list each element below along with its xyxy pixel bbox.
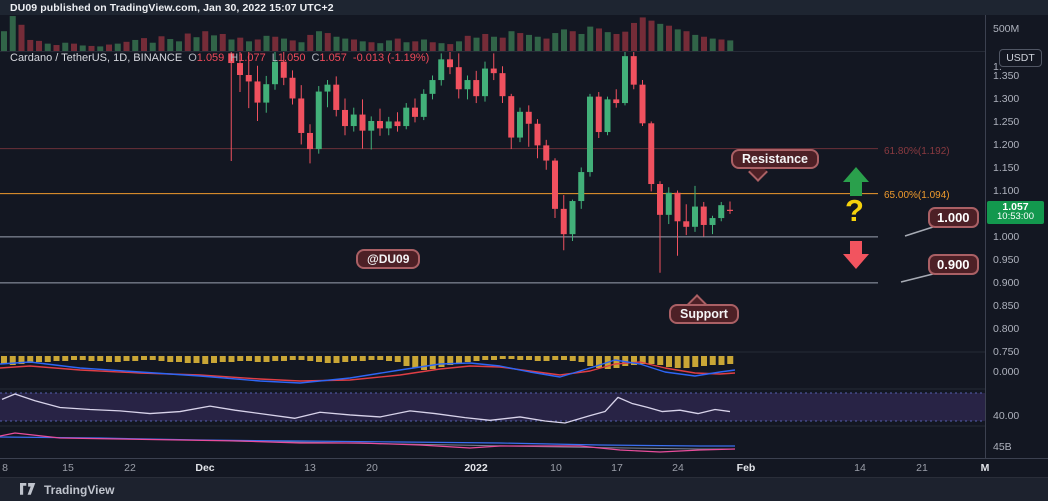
ohlc-low-value: 1.050 — [277, 52, 306, 64]
time-tick: 14 — [854, 462, 866, 474]
footer-bar: TradingView — [0, 477, 1048, 501]
header-title: DU09 published on TradingView.com, Jan 3… — [10, 1, 334, 14]
price-tick: 1.350 — [993, 70, 1020, 82]
time-tick: 13 — [304, 462, 316, 474]
ohlc-high-value: 1.077 — [238, 52, 266, 64]
price-tick: 0.000 — [993, 366, 1020, 378]
ohlc-close-value: 1.057 — [319, 52, 347, 64]
symbol-title[interactable]: Cardano / TetherUS, 1D, BINANCE — [10, 52, 183, 64]
time-tick: 17 — [611, 462, 623, 474]
symbol-legend[interactable]: Cardano / TetherUS, 1D, BINANCE O1.059 H1.… — [10, 52, 429, 64]
price-tick: 1.100 — [993, 185, 1020, 197]
price-tick: 45B — [993, 441, 1012, 453]
tradingview-logo-icon — [20, 483, 36, 495]
price-callout-0900[interactable]: 0.900 — [928, 254, 979, 275]
price-tick: 0.750 — [993, 346, 1020, 358]
time-tick: 20 — [366, 462, 378, 474]
resistance-callout[interactable]: Resistance — [731, 149, 820, 169]
time-tick: M — [980, 462, 990, 474]
time-tick: 21 — [916, 462, 928, 474]
price-tick: 1.000 — [993, 231, 1020, 243]
time-tick: 10 — [550, 462, 562, 474]
currency-toggle-button[interactable]: USDT — [999, 49, 1042, 67]
price-callout-1000[interactable]: 1.000 — [928, 207, 979, 228]
watermark-label[interactable]: @DU09 — [356, 249, 421, 269]
price-tick: 1.200 — [993, 139, 1020, 151]
support-callout[interactable]: Support — [669, 304, 739, 324]
last-price-badge: 1.057 10:53:00 — [987, 201, 1044, 224]
last-price-value: 1.057 — [1002, 201, 1029, 213]
price-tick: 0.950 — [993, 254, 1020, 266]
price-axis[interactable]: 1. 500M 1.350 1.300 1.250 1.200 1.150 1.100 1.0… — [986, 15, 1048, 458]
price-tick: 1.250 — [993, 116, 1020, 128]
ohlc-high-label: H — [230, 52, 239, 64]
price-tick: 0.900 — [993, 277, 1020, 289]
up-arrow-drawing[interactable] — [843, 167, 869, 196]
price-tick: 1.150 — [993, 162, 1020, 174]
ohlc-close-label: C — [311, 52, 320, 64]
tradingview-brand-link[interactable]: TradingView — [44, 482, 115, 497]
time-tick: Feb — [736, 462, 756, 474]
price-tick: 1.300 — [993, 93, 1020, 105]
price-tick: 40.00 — [993, 410, 1020, 422]
time-tick: 15 — [62, 462, 74, 474]
ohlc-open-label: O — [188, 52, 197, 64]
fib-level-65-00-label[interactable]: 65.00%(1.094) — [884, 190, 950, 201]
price-tick: 0.800 — [993, 323, 1020, 335]
ohlc-open-value: 1.059 — [196, 52, 225, 64]
header-bar: DU09 published on TradingView.com, Jan 3… — [0, 0, 1048, 15]
price-tick: 0.850 — [993, 300, 1020, 312]
ohlc-low-label: L — [271, 52, 278, 64]
time-tick: 8 — [2, 462, 8, 474]
time-axis[interactable]: 8 15 22 Dec 13 20 2022 10 17 24 Feb 14 21 M — [0, 460, 1048, 477]
down-arrow-drawing[interactable] — [843, 241, 869, 269]
price-tick: 500M — [993, 23, 1020, 35]
time-tick: 24 — [672, 462, 684, 474]
price-tick-partial: 1. — [993, 61, 1002, 73]
bar-countdown: 10:53:00 — [997, 211, 1034, 222]
question-mark-drawing[interactable]: ? — [845, 193, 864, 228]
change-value: -0.013 (-1.19%) — [352, 52, 430, 64]
fib-level-61-80-label[interactable]: 61.80%(1.192) — [884, 146, 950, 157]
time-tick: 22 — [124, 462, 136, 474]
time-tick: Dec — [195, 462, 215, 474]
time-tick: 2022 — [464, 462, 488, 474]
